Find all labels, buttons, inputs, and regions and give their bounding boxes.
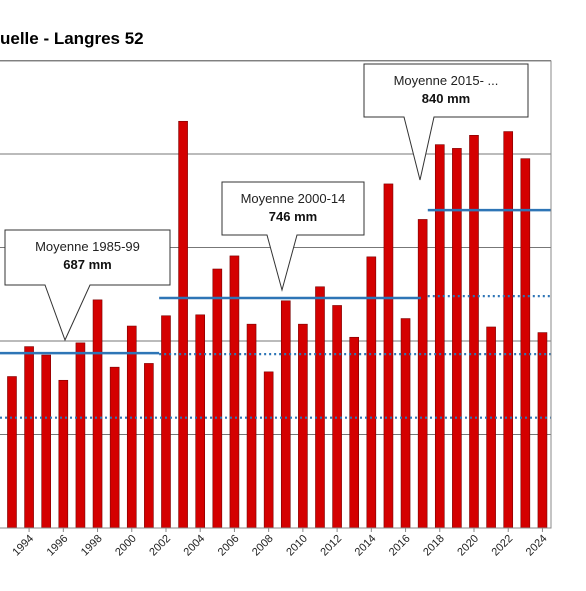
x-tick-label: 2000 — [113, 533, 139, 559]
callout-value: 840 mm — [422, 91, 470, 106]
bar — [486, 326, 496, 529]
bar — [520, 158, 531, 529]
bar — [452, 148, 462, 529]
x-tick-label: 1994 — [10, 533, 36, 559]
bar — [75, 342, 86, 529]
bar — [161, 315, 171, 529]
bar — [280, 300, 291, 529]
bar — [229, 255, 240, 529]
x-tick-label: 2002 — [147, 533, 173, 559]
x-tick-label: 2006 — [216, 533, 242, 559]
bar — [469, 135, 479, 529]
x-tick-label: 2004 — [182, 533, 208, 559]
callout-title: Moyenne 2015- ... — [394, 73, 499, 88]
bar — [400, 318, 411, 529]
reference-lines — [0, 208, 551, 419]
bar — [195, 314, 206, 529]
chart-title: uelle - Langres 52 — [0, 29, 144, 48]
bar — [109, 366, 120, 529]
callout-box — [221, 181, 365, 292]
x-tick-label: 2022 — [490, 533, 516, 559]
bar — [92, 299, 103, 529]
bar — [126, 325, 137, 529]
callout-box — [4, 229, 171, 342]
bar — [349, 336, 360, 529]
callouts: Moyenne 1985-99 687 mm Moyenne 2000-14 746 … — [4, 63, 529, 342]
bar — [212, 268, 223, 529]
plot-frame — [0, 60, 552, 529]
bar — [315, 286, 325, 529]
bar — [434, 144, 445, 529]
bar — [144, 363, 154, 529]
x-tick-label: 2010 — [284, 533, 310, 559]
bar — [537, 332, 548, 529]
bar — [263, 371, 274, 529]
bars — [7, 120, 548, 529]
bar — [41, 354, 52, 529]
x-tick-label: 2016 — [387, 533, 413, 559]
x-tick-label: 2020 — [455, 533, 481, 559]
bar — [7, 376, 17, 529]
callout-value: 746 mm — [269, 209, 317, 224]
bar — [58, 379, 69, 529]
callout-title: Moyenne 1985-99 — [35, 239, 140, 254]
x-axis: 1994 1996 1998 2000 2002 2004 2006 2008 2010 2012… — [10, 528, 550, 559]
callout-title: Moyenne 2000-14 — [241, 191, 346, 206]
bar — [178, 120, 188, 529]
bar — [417, 219, 428, 529]
x-tick-label: 2012 — [318, 533, 344, 559]
x-tick-label: 1996 — [45, 533, 71, 559]
bar — [383, 183, 394, 529]
callout-value: 687 mm — [63, 257, 111, 272]
bar — [24, 346, 34, 529]
bar — [503, 131, 514, 529]
x-tick-label: 1998 — [79, 533, 105, 559]
x-tick-label: 2024 — [524, 533, 550, 559]
x-tick-label: 2014 — [353, 533, 379, 559]
x-tick-label: 2008 — [250, 533, 276, 559]
x-tick-label: 2018 — [421, 533, 447, 559]
callout-box — [363, 63, 529, 181]
